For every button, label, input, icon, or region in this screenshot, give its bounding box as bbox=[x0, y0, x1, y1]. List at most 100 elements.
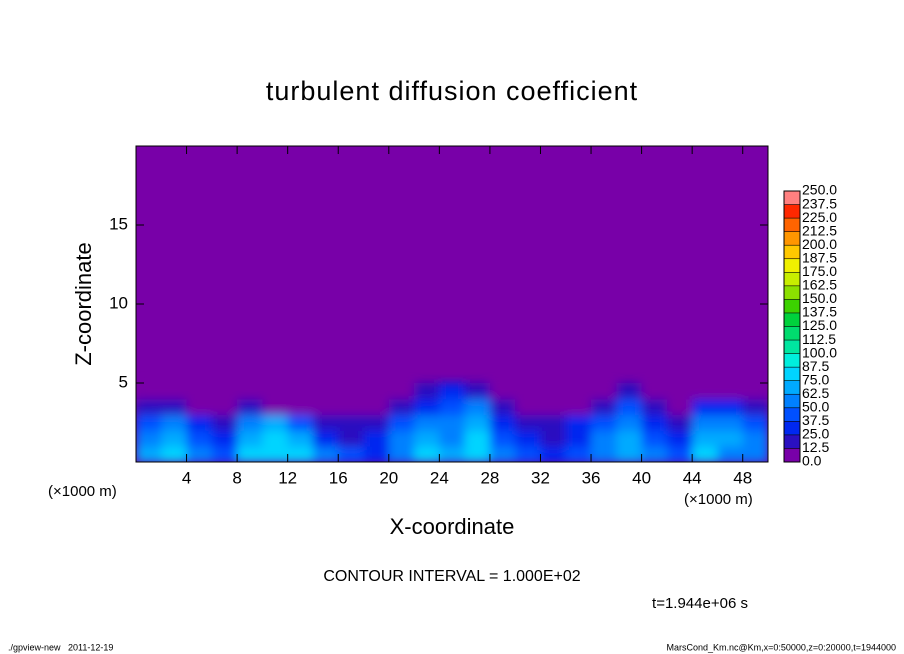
colorbar-band bbox=[784, 326, 800, 341]
field-cell bbox=[742, 430, 768, 447]
colorbar-label: 125.0 bbox=[802, 317, 837, 333]
colorbar-band bbox=[784, 258, 800, 273]
field-cell bbox=[287, 430, 314, 447]
y-axis-label: Z-coordinate bbox=[71, 242, 96, 366]
footer-right: MarsCond_Km.nc@Km,x=0:50000,z=0:20000,t=… bbox=[666, 642, 896, 652]
x-tick-label: 24 bbox=[430, 468, 449, 487]
field-cell bbox=[237, 446, 263, 462]
field-cell bbox=[616, 446, 643, 462]
colorbar-label: 100.0 bbox=[802, 344, 837, 360]
field-cell bbox=[540, 398, 567, 416]
field-cell bbox=[717, 446, 744, 462]
field-cell bbox=[616, 383, 643, 400]
field-cell bbox=[515, 414, 541, 431]
field-cell bbox=[287, 398, 314, 416]
field-cell bbox=[388, 398, 415, 416]
field-cell bbox=[338, 430, 365, 447]
field-cell bbox=[211, 414, 238, 431]
field bbox=[136, 383, 768, 462]
colorbar-band bbox=[784, 245, 800, 259]
field-cell bbox=[161, 414, 188, 431]
field-cell bbox=[666, 383, 693, 400]
field-cell bbox=[641, 430, 668, 447]
y-tick-label: 10 bbox=[109, 293, 128, 312]
field-cell bbox=[692, 414, 718, 431]
field-cell bbox=[489, 430, 516, 447]
colorbar-label: 62.5 bbox=[802, 385, 829, 401]
field-cell bbox=[312, 430, 339, 447]
field-cell bbox=[464, 430, 491, 447]
field-cell bbox=[363, 446, 390, 462]
colorbar-band bbox=[784, 353, 800, 368]
field-cell bbox=[591, 398, 617, 416]
field-cell bbox=[237, 414, 263, 431]
x-tick-label: 20 bbox=[379, 468, 398, 487]
field-cell bbox=[565, 446, 592, 462]
field-cell bbox=[186, 430, 213, 447]
x-tick-label: 16 bbox=[329, 468, 348, 487]
field-cell bbox=[565, 383, 592, 400]
axes: 4 8 12 16 20 24 28 32 36 40 44 48510150.012.525.037… bbox=[109, 146, 837, 487]
field-cell bbox=[641, 414, 668, 431]
colorbar-band bbox=[784, 367, 800, 381]
field-cell bbox=[489, 446, 516, 462]
colorbar-band bbox=[784, 272, 800, 286]
colorbar-band bbox=[784, 380, 800, 395]
colorbar-band bbox=[784, 448, 800, 462]
footer-left: ./gpview-new 2011-12-19 bbox=[8, 642, 113, 652]
colorbar-band bbox=[784, 299, 800, 313]
field-cell bbox=[439, 446, 466, 462]
colorbar-band bbox=[784, 231, 800, 246]
y-tick-label: 5 bbox=[119, 372, 128, 391]
x-tick-label: 8 bbox=[232, 468, 241, 487]
x-unit-label: (×1000 m) bbox=[48, 483, 117, 500]
colorbar-band bbox=[784, 191, 800, 205]
colorbar-label: 75.0 bbox=[802, 371, 829, 387]
field-cell bbox=[211, 398, 238, 416]
field-cell bbox=[237, 430, 263, 447]
field-cell bbox=[439, 383, 466, 400]
field-cell bbox=[489, 383, 516, 400]
y-tick-label: 15 bbox=[109, 214, 128, 233]
field-cell bbox=[641, 398, 668, 416]
field-cell bbox=[666, 430, 693, 447]
field-cell bbox=[591, 414, 617, 431]
field-cell bbox=[616, 414, 643, 431]
field-cell bbox=[742, 398, 768, 416]
field-cell bbox=[262, 398, 289, 416]
field-cell bbox=[136, 430, 162, 447]
x-tick-label: 36 bbox=[582, 468, 601, 487]
x-tick-label: 4 bbox=[182, 468, 191, 487]
field-cell bbox=[666, 446, 693, 462]
field-cell bbox=[186, 446, 213, 462]
field-cell bbox=[211, 430, 238, 447]
field-cell bbox=[338, 446, 365, 462]
field-cell bbox=[186, 398, 213, 416]
field-cell bbox=[464, 398, 491, 416]
field-cell bbox=[692, 398, 718, 416]
field-cell bbox=[363, 414, 390, 431]
colorbar-label: 162.5 bbox=[802, 277, 837, 293]
colorbar-label: 25.0 bbox=[802, 426, 829, 442]
field-cell bbox=[414, 446, 440, 462]
x-axis-label: X-coordinate bbox=[390, 514, 515, 539]
field-cell bbox=[439, 398, 466, 416]
colorbar-band bbox=[784, 434, 800, 449]
field-cell bbox=[616, 398, 643, 416]
field-cell bbox=[717, 430, 744, 447]
colorbar-label: 187.5 bbox=[802, 249, 837, 265]
chart-title: turbulent diffusion coefficient bbox=[266, 76, 638, 106]
field-cell bbox=[692, 383, 718, 400]
field-cell bbox=[262, 430, 289, 447]
colorbar-label: 37.5 bbox=[802, 412, 829, 428]
field-cell bbox=[515, 446, 541, 462]
field-cell bbox=[515, 383, 541, 400]
field-cell bbox=[489, 398, 516, 416]
field-cell bbox=[186, 414, 213, 431]
colorbar-label: 0.0 bbox=[802, 453, 822, 469]
field-cell bbox=[262, 414, 289, 431]
field-cell bbox=[489, 414, 516, 431]
x-unit-label: (×1000 m) bbox=[684, 491, 753, 508]
field-cell bbox=[515, 430, 541, 447]
